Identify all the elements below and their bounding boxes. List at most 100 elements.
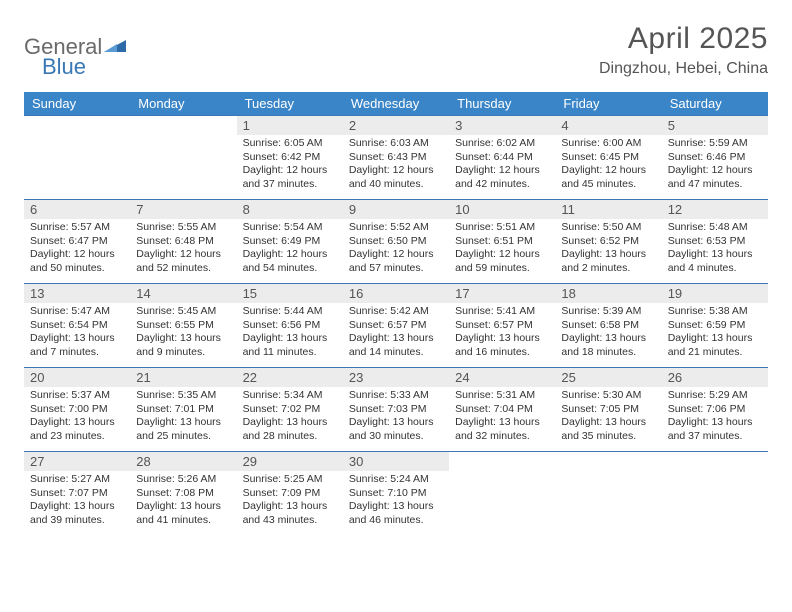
sunset-line: Sunset: 6:42 PM: [243, 151, 337, 165]
day-number: [24, 116, 130, 135]
sunrise-line: Sunrise: 5:29 AM: [668, 389, 762, 403]
daylight-line-2: and 18 minutes.: [561, 346, 655, 360]
day-details: Sunrise: 6:02 AMSunset: 6:44 PMDaylight:…: [449, 135, 555, 196]
calendar-cell: 10Sunrise: 5:51 AMSunset: 6:51 PMDayligh…: [449, 200, 555, 284]
brand-logo-stack: General Blue: [24, 34, 126, 80]
sunset-line: Sunset: 6:55 PM: [136, 319, 230, 333]
sunset-line: Sunset: 6:57 PM: [455, 319, 549, 333]
calendar-cell: 13Sunrise: 5:47 AMSunset: 6:54 PMDayligh…: [24, 284, 130, 368]
daylight-line-1: Daylight: 12 hours: [349, 248, 443, 262]
daylight-line-1: Daylight: 13 hours: [243, 416, 337, 430]
calendar-cell: 11Sunrise: 5:50 AMSunset: 6:52 PMDayligh…: [555, 200, 661, 284]
day-number: 21: [130, 368, 236, 387]
calendar-week-row: 27Sunrise: 5:27 AMSunset: 7:07 PMDayligh…: [24, 452, 768, 536]
daylight-line-2: and 23 minutes.: [30, 430, 124, 444]
day-details: Sunrise: 5:55 AMSunset: 6:48 PMDaylight:…: [130, 219, 236, 280]
day-number: 25: [555, 368, 661, 387]
daylight-line-1: Daylight: 12 hours: [243, 248, 337, 262]
calendar-body: 1Sunrise: 6:05 AMSunset: 6:42 PMDaylight…: [24, 116, 768, 536]
calendar-cell: 12Sunrise: 5:48 AMSunset: 6:53 PMDayligh…: [662, 200, 768, 284]
daylight-line-1: Daylight: 13 hours: [561, 332, 655, 346]
daylight-line-1: Daylight: 12 hours: [561, 164, 655, 178]
daylight-line-1: Daylight: 13 hours: [668, 332, 762, 346]
day-details: Sunrise: 5:38 AMSunset: 6:59 PMDaylight:…: [662, 303, 768, 364]
daylight-line-1: Daylight: 12 hours: [136, 248, 230, 262]
day-number: 5: [662, 116, 768, 135]
calendar-cell: 23Sunrise: 5:33 AMSunset: 7:03 PMDayligh…: [343, 368, 449, 452]
brand-text-blue: Blue: [42, 54, 126, 80]
sunrise-line: Sunrise: 6:05 AM: [243, 137, 337, 151]
sunset-line: Sunset: 6:51 PM: [455, 235, 549, 249]
header: General April 2025 Dingzhou, Hebei, Chin…: [24, 22, 768, 78]
daylight-line-2: and 37 minutes.: [668, 430, 762, 444]
calendar-cell: 26Sunrise: 5:29 AMSunset: 7:06 PMDayligh…: [662, 368, 768, 452]
calendar-cell: 14Sunrise: 5:45 AMSunset: 6:55 PMDayligh…: [130, 284, 236, 368]
day-details: Sunrise: 5:52 AMSunset: 6:50 PMDaylight:…: [343, 219, 449, 280]
sunset-line: Sunset: 6:48 PM: [136, 235, 230, 249]
weekday-header: Friday: [555, 92, 661, 116]
sunrise-line: Sunrise: 5:44 AM: [243, 305, 337, 319]
sunrise-line: Sunrise: 5:54 AM: [243, 221, 337, 235]
daylight-line-1: Daylight: 13 hours: [136, 500, 230, 514]
calendar-cell-empty: [662, 452, 768, 536]
daylight-line-1: Daylight: 12 hours: [668, 164, 762, 178]
daylight-line-2: and 4 minutes.: [668, 262, 762, 276]
day-details: Sunrise: 5:48 AMSunset: 6:53 PMDaylight:…: [662, 219, 768, 280]
daylight-line-2: and 14 minutes.: [349, 346, 443, 360]
sunset-line: Sunset: 6:56 PM: [243, 319, 337, 333]
daylight-line-1: Daylight: 13 hours: [243, 332, 337, 346]
day-details: Sunrise: 5:44 AMSunset: 6:56 PMDaylight:…: [237, 303, 343, 364]
sunset-line: Sunset: 7:10 PM: [349, 487, 443, 501]
sunrise-line: Sunrise: 5:52 AM: [349, 221, 443, 235]
sunrise-line: Sunrise: 5:38 AM: [668, 305, 762, 319]
day-details: Sunrise: 5:41 AMSunset: 6:57 PMDaylight:…: [449, 303, 555, 364]
day-number: 30: [343, 452, 449, 471]
day-number: 24: [449, 368, 555, 387]
sunrise-line: Sunrise: 5:55 AM: [136, 221, 230, 235]
daylight-line-1: Daylight: 13 hours: [668, 416, 762, 430]
daylight-line-1: Daylight: 12 hours: [455, 248, 549, 262]
daylight-line-2: and 45 minutes.: [561, 178, 655, 192]
daylight-line-2: and 9 minutes.: [136, 346, 230, 360]
day-details: Sunrise: 6:05 AMSunset: 6:42 PMDaylight:…: [237, 135, 343, 196]
calendar-week-row: 20Sunrise: 5:37 AMSunset: 7:00 PMDayligh…: [24, 368, 768, 452]
calendar-cell-empty: [449, 452, 555, 536]
day-number: 6: [24, 200, 130, 219]
day-number: 15: [237, 284, 343, 303]
daylight-line-2: and 43 minutes.: [243, 514, 337, 528]
day-number: 7: [130, 200, 236, 219]
daylight-line-1: Daylight: 12 hours: [30, 248, 124, 262]
sunrise-line: Sunrise: 6:00 AM: [561, 137, 655, 151]
daylight-line-2: and 54 minutes.: [243, 262, 337, 276]
daylight-line-2: and 7 minutes.: [30, 346, 124, 360]
day-number: 16: [343, 284, 449, 303]
day-number: [130, 116, 236, 135]
daylight-line-2: and 41 minutes.: [136, 514, 230, 528]
day-details: Sunrise: 5:24 AMSunset: 7:10 PMDaylight:…: [343, 471, 449, 532]
day-details: Sunrise: 5:39 AMSunset: 6:58 PMDaylight:…: [555, 303, 661, 364]
day-details: Sunrise: 5:54 AMSunset: 6:49 PMDaylight:…: [237, 219, 343, 280]
calendar-cell: 17Sunrise: 5:41 AMSunset: 6:57 PMDayligh…: [449, 284, 555, 368]
day-number: 13: [24, 284, 130, 303]
day-number: 29: [237, 452, 343, 471]
day-details: Sunrise: 5:59 AMSunset: 6:46 PMDaylight:…: [662, 135, 768, 196]
daylight-line-1: Daylight: 13 hours: [30, 500, 124, 514]
sunset-line: Sunset: 7:06 PM: [668, 403, 762, 417]
sunset-line: Sunset: 6:46 PM: [668, 151, 762, 165]
day-details: Sunrise: 5:47 AMSunset: 6:54 PMDaylight:…: [24, 303, 130, 364]
day-details: Sunrise: 5:50 AMSunset: 6:52 PMDaylight:…: [555, 219, 661, 280]
calendar-cell: 25Sunrise: 5:30 AMSunset: 7:05 PMDayligh…: [555, 368, 661, 452]
weekday-header: Tuesday: [237, 92, 343, 116]
sunset-line: Sunset: 6:53 PM: [668, 235, 762, 249]
day-details: Sunrise: 5:34 AMSunset: 7:02 PMDaylight:…: [237, 387, 343, 448]
calendar-cell: 6Sunrise: 5:57 AMSunset: 6:47 PMDaylight…: [24, 200, 130, 284]
day-details: Sunrise: 5:45 AMSunset: 6:55 PMDaylight:…: [130, 303, 236, 364]
daylight-line-2: and 32 minutes.: [455, 430, 549, 444]
sunset-line: Sunset: 7:00 PM: [30, 403, 124, 417]
sunrise-line: Sunrise: 5:50 AM: [561, 221, 655, 235]
day-number: 4: [555, 116, 661, 135]
day-details: Sunrise: 5:26 AMSunset: 7:08 PMDaylight:…: [130, 471, 236, 532]
calendar-cell: 27Sunrise: 5:27 AMSunset: 7:07 PMDayligh…: [24, 452, 130, 536]
daylight-line-2: and 21 minutes.: [668, 346, 762, 360]
sunset-line: Sunset: 7:04 PM: [455, 403, 549, 417]
